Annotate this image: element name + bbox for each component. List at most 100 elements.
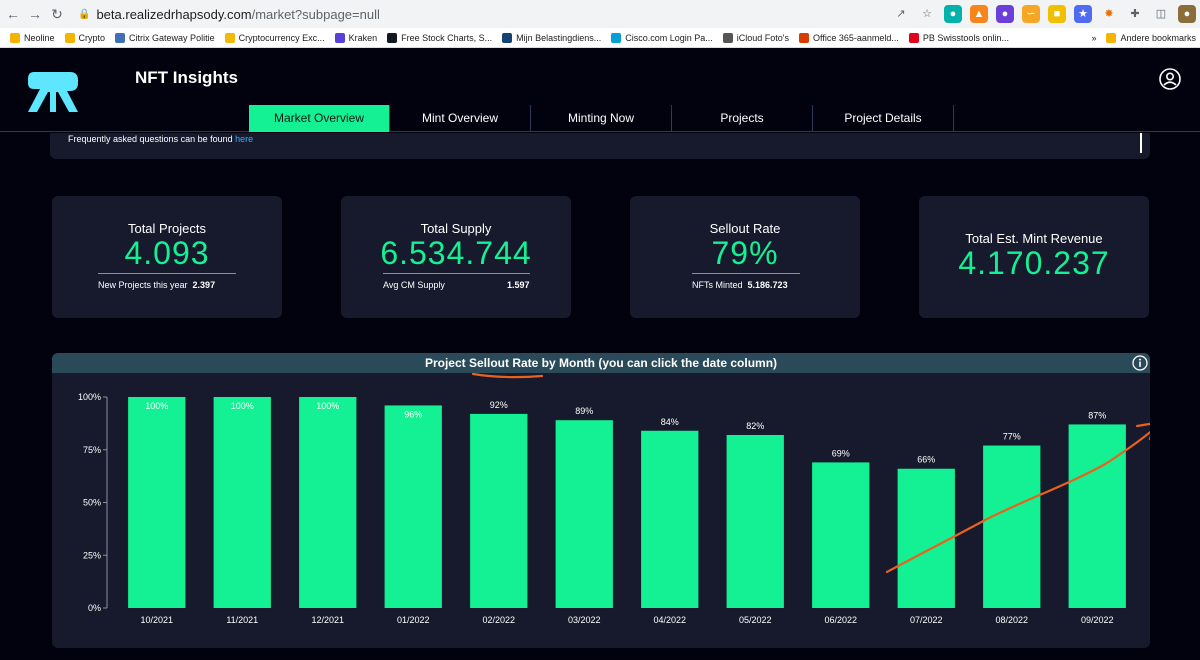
profile-avatar[interactable]: ●	[1178, 5, 1196, 23]
x-tick-label[interactable]: 06/2022	[824, 615, 857, 625]
title-underline-annotation	[471, 372, 544, 379]
bookmark-icon	[10, 32, 20, 43]
bookmark-item[interactable]: Cisco.com Login Pa...	[611, 32, 713, 43]
card-value: 6.534.744	[380, 235, 532, 271]
bookmark-item[interactable]: iCloud Foto's	[722, 32, 789, 43]
card-value: 79%	[711, 235, 779, 271]
bookmark-item[interactable]: PB Swisstools onlin...	[908, 32, 1009, 43]
back-icon[interactable]: ←	[6, 6, 20, 22]
card-footer-label: NFTs Minted	[692, 280, 743, 290]
user-icon[interactable]	[1159, 68, 1181, 90]
bookmark-item[interactable]: Kraken	[334, 32, 377, 43]
extension-icon[interactable]: ★	[1074, 5, 1092, 23]
x-tick-label[interactable]: 12/2021	[311, 615, 344, 625]
x-tick-label[interactable]: 03/2022	[568, 615, 601, 625]
card-total-est-mint-revenue: Total Est. Mint Revenue 4.170.237	[919, 196, 1149, 318]
card-divider	[692, 273, 800, 274]
bar-12-2021[interactable]	[299, 397, 357, 608]
bar-data-label: 100%	[231, 401, 254, 411]
bar-05-2022[interactable]	[726, 434, 784, 608]
other-bookmarks[interactable]: » Andere bookmarks	[1085, 28, 1196, 47]
bookmark-item[interactable]: Cryptocurrency Exc...	[224, 32, 325, 43]
bar-09-2022[interactable]	[1068, 424, 1126, 608]
x-tick-label[interactable]: 07/2022	[910, 615, 943, 625]
browser-toolbar: ← → ↻ 🔒 beta.realizedrhapsody.com/market…	[0, 0, 1200, 28]
trend-arrow-annotation	[885, 430, 1150, 574]
puzzle-icon[interactable]: ✚	[1130, 8, 1140, 20]
more-bookmarks-chevron[interactable]: »	[1091, 33, 1097, 43]
info-icon[interactable]	[1132, 355, 1148, 371]
bookmark-item[interactable]: Free Stock Charts, S...	[387, 32, 492, 43]
bookmark-item[interactable]: Citrix Gateway Politie	[115, 32, 215, 43]
reload-icon[interactable]: ↻	[51, 6, 63, 22]
bar-data-label: 77%	[1003, 432, 1021, 442]
bar-04-2022[interactable]	[641, 430, 699, 608]
card-footer-value: 1.597	[507, 280, 530, 290]
extension-icon[interactable]: ■	[1048, 5, 1066, 23]
x-tick-label[interactable]: 09/2022	[1081, 615, 1114, 625]
app-logo[interactable]	[26, 68, 80, 116]
bookmark-icon	[799, 32, 810, 43]
bar-data-label: 69%	[832, 448, 850, 458]
tab-projects[interactable]: Projects	[672, 105, 813, 132]
bar-data-label: 66%	[917, 455, 935, 465]
bookmark-item[interactable]: Office 365-aanmeld...	[799, 32, 899, 43]
share-icon[interactable]: ↗	[896, 8, 906, 20]
bar-02-2022[interactable]	[470, 413, 528, 608]
x-tick-label[interactable]: 10/2021	[140, 615, 173, 625]
card-sellout-rate: Sellout Rate 79% NFTs Minted 5.186.723	[630, 196, 860, 318]
x-tick-label[interactable]: 01/2022	[397, 615, 430, 625]
card-value: 4.170.237	[958, 245, 1110, 281]
rss-icon[interactable]: ∽	[1022, 5, 1040, 23]
bar-data-label: 82%	[746, 421, 764, 431]
bar-data-label: 100%	[145, 401, 168, 411]
trend-arrowhead-annotation	[1135, 422, 1150, 441]
bar-07-2022[interactable]	[897, 468, 955, 608]
app-header: NFT Insights Market Overview Mint Overvie…	[0, 48, 1200, 132]
faq-link[interactable]: here	[235, 134, 254, 144]
tab-market-overview[interactable]: Market Overview	[249, 105, 390, 132]
x-tick-label[interactable]: 08/2022	[995, 615, 1028, 625]
tab-project-details[interactable]: Project Details	[813, 105, 954, 132]
bar-data-label: 87%	[1088, 410, 1106, 420]
star-icon[interactable]: ☆	[922, 8, 932, 20]
bar-08-2022[interactable]	[983, 445, 1041, 608]
card-footer-label: Avg CM Supply	[383, 280, 445, 290]
extension-icon[interactable]: ✸	[1104, 8, 1114, 20]
address-bar[interactable]: 🔒 beta.realizedrhapsody.com/market?subpa…	[78, 3, 958, 25]
chart-title: Project Sellout Rate by Month (you can c…	[424, 356, 778, 370]
bar-10-2021[interactable]	[128, 397, 186, 608]
bar-11-2021[interactable]	[213, 397, 271, 608]
extension-icon[interactable]: ●	[944, 5, 962, 23]
tab-minting-now[interactable]: Minting Now	[531, 105, 672, 132]
url-path: /market?subpage=null	[251, 6, 380, 22]
bar-data-label: 100%	[316, 401, 339, 411]
sellout-rate-bar-chart: 0% 25% 50% 75% 100% 100% 10/2021 100% 11/2021 100…	[78, 372, 1150, 625]
sidepanel-icon[interactable]: ◫	[1155, 8, 1167, 20]
x-tick-label[interactable]: 02/2022	[482, 615, 515, 625]
y-tick-label: 25%	[83, 550, 101, 560]
faq-text: Frequently asked questions can be found …	[68, 134, 253, 144]
bookmark-icon	[722, 32, 733, 43]
folder-icon	[1106, 33, 1117, 43]
card-total-supply: Total Supply 6.534.744 Avg CM Supply 1.5…	[341, 196, 571, 318]
lock-icon: 🔒	[78, 8, 91, 20]
x-tick-label[interactable]: 11/2021	[226, 615, 258, 625]
card-title: Total Est. Mint Revenue	[965, 231, 1103, 246]
metamask-icon[interactable]: ▲	[970, 5, 988, 23]
bookmark-item[interactable]: Neoline	[10, 32, 55, 43]
bookmark-icon	[115, 32, 126, 43]
bar-06-2022[interactable]	[812, 462, 870, 608]
bar-03-2022[interactable]	[555, 420, 613, 608]
tab-mint-overview[interactable]: Mint Overview	[390, 105, 531, 132]
bar-01-2022[interactable]	[384, 405, 442, 608]
bookmarks-bar: Neoline Crypto Citrix Gateway Politie Crypt…	[0, 28, 1200, 48]
x-tick-label[interactable]: 04/2022	[653, 615, 686, 625]
card-footer: New Projects this year 2.397	[98, 280, 215, 290]
bookmark-item[interactable]: Crypto	[64, 32, 105, 43]
forward-icon[interactable]: →	[28, 6, 42, 22]
extension-bar: ↗ ☆ ● ▲ ● ∽ ■ ★ ✸ ✚ ◫ ●	[888, 4, 1200, 24]
bookmark-item[interactable]: Mijn Belastingdiens...	[502, 32, 601, 43]
x-tick-label[interactable]: 05/2022	[739, 615, 772, 625]
extension-icon[interactable]: ●	[996, 5, 1014, 23]
